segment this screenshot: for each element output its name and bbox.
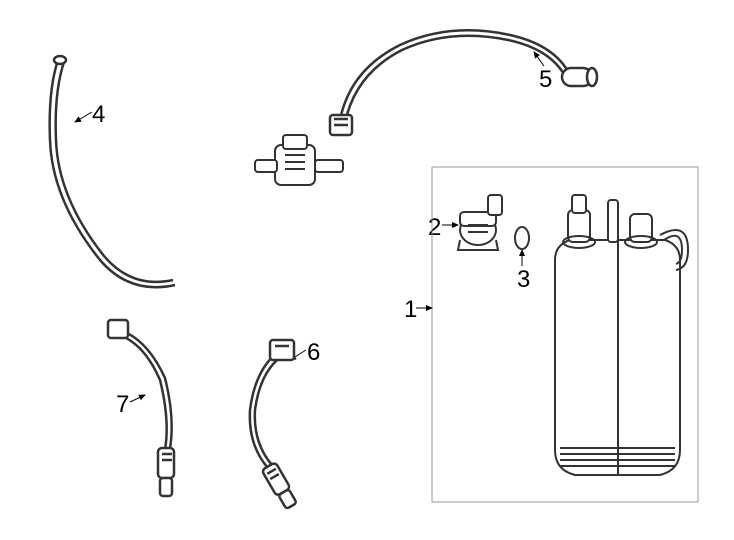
part-tube [50,56,175,287]
part-hose [330,30,597,135]
part-canister [555,195,688,475]
parts-diagram [0,0,734,540]
part-o-ring [515,227,529,249]
arrow-4 [75,112,92,122]
part-sensor-b [108,320,174,496]
part-sensor-a [250,340,299,510]
arrow-7 [130,395,145,402]
part-purge-valve [255,135,343,185]
part-valve [458,195,502,250]
